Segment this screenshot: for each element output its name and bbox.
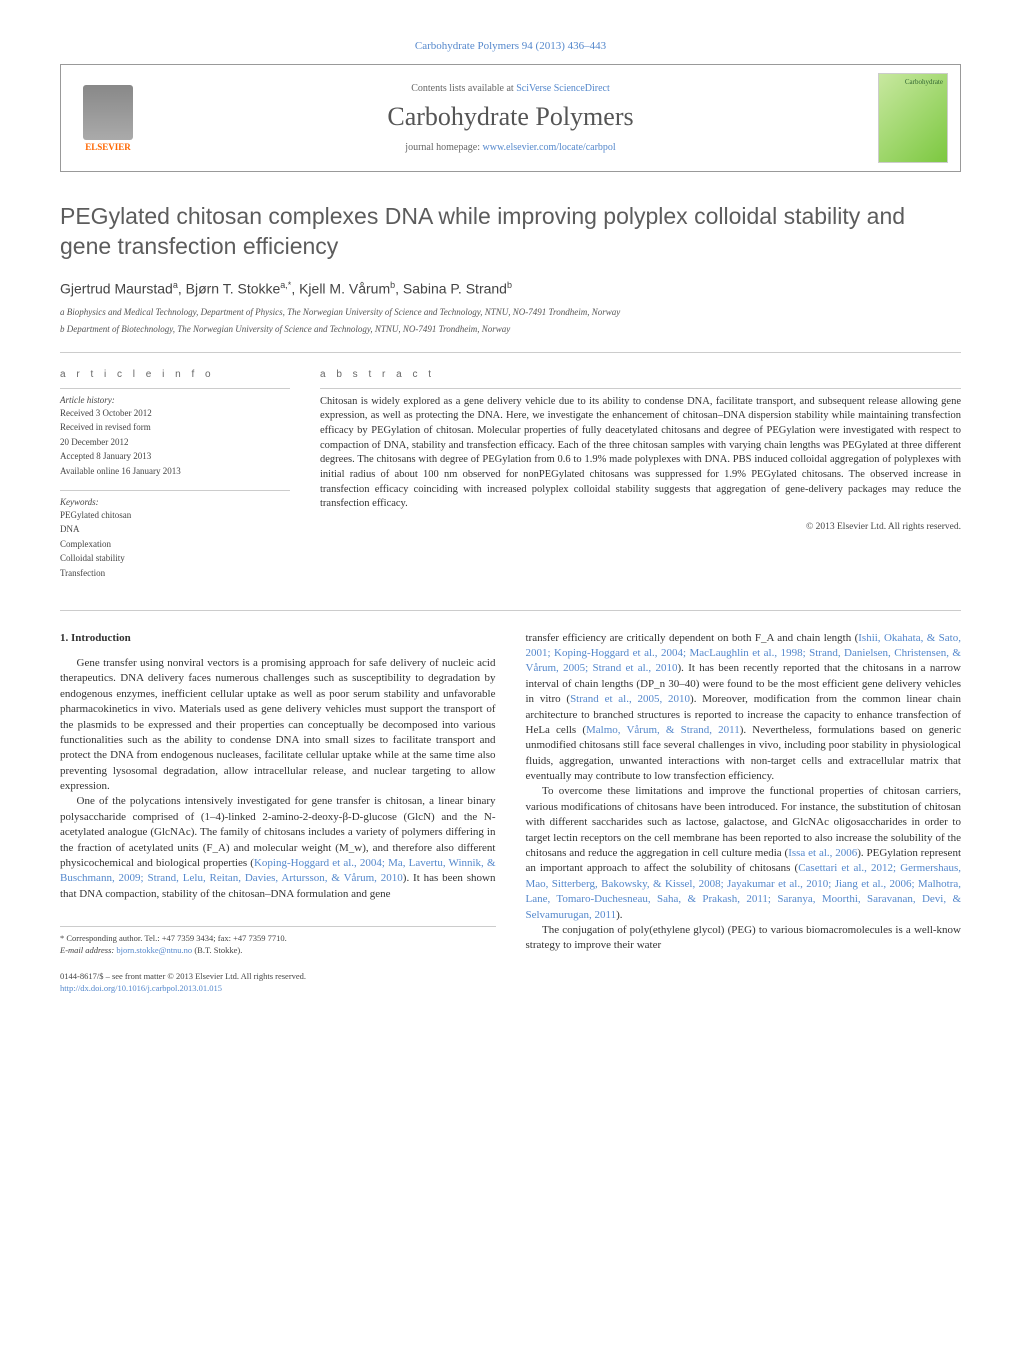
history-line: Received 3 October 2012	[60, 407, 290, 420]
body-paragraph: One of the polycations intensively inves…	[60, 794, 496, 902]
front-matter-line: 0144-8617/$ – see front matter © 2013 El…	[60, 971, 306, 981]
contents-available-line: Contents lists available at SciVerse Sci…	[143, 83, 878, 94]
keywords-block: Keywords: PEGylated chitosan DNA Complex…	[60, 497, 290, 580]
keyword: Complexation	[60, 538, 290, 551]
section-heading-intro: 1. Introduction	[60, 631, 496, 646]
footer-rights: 0144-8617/$ – see front matter © 2013 El…	[60, 971, 496, 995]
body-column-left: 1. Introduction Gene transfer using nonv…	[60, 631, 496, 995]
affiliation-b: b Department of Biotechnology, The Norwe…	[60, 323, 961, 336]
history-heading: Article history:	[60, 395, 290, 405]
affiliations-block: a Biophysics and Medical Technology, Dep…	[60, 306, 961, 335]
publisher-name: ELSEVIER	[85, 142, 131, 152]
article-history-block: Article history: Received 3 October 2012…	[60, 395, 290, 478]
elsevier-tree-icon	[83, 85, 133, 140]
abstract-column: a b s t r a c t Chitosan is widely explo…	[320, 369, 961, 592]
sciencedirect-link[interactable]: SciVerse ScienceDirect	[516, 83, 610, 94]
abstract-heading: a b s t r a c t	[320, 369, 961, 380]
corresponding-author-footer: * Corresponding author. Tel.: +47 7359 3…	[60, 926, 496, 957]
keyword: Colloidal stability	[60, 552, 290, 565]
journal-cover-thumbnail: Carbohydrate	[878, 73, 948, 163]
doi-link[interactable]: http://dx.doi.org/10.1016/j.carbpol.2013…	[60, 983, 222, 993]
journal-reference: Carbohydrate Polymers 94 (2013) 436–443	[60, 40, 961, 52]
contents-prefix: Contents lists available at	[411, 83, 516, 94]
journal-header-box: ELSEVIER Contents lists available at Sci…	[60, 64, 961, 172]
keyword: DNA	[60, 523, 290, 536]
abstract-copyright: © 2013 Elsevier Ltd. All rights reserved…	[320, 522, 961, 532]
homepage-prefix: journal homepage:	[405, 142, 482, 153]
keyword: Transfection	[60, 567, 290, 580]
divider	[60, 490, 290, 491]
publisher-logo: ELSEVIER	[73, 78, 143, 158]
homepage-url-link[interactable]: www.elsevier.com/locate/carbpol	[483, 142, 616, 153]
history-line: Available online 16 January 2013	[60, 465, 290, 478]
info-abstract-row: a r t i c l e i n f o Article history: R…	[60, 369, 961, 592]
article-title: PEGylated chitosan complexes DNA while i…	[60, 202, 961, 262]
journal-name: Carbohydrate Polymers	[143, 102, 878, 132]
author-list: Gjertrud Maurstada, Bjørn T. Stokkea,*, …	[60, 280, 961, 297]
divider	[60, 388, 290, 389]
divider	[60, 610, 961, 611]
body-column-right: transfer efficiency are critically depen…	[526, 631, 962, 995]
history-line: Received in revised form	[60, 421, 290, 434]
corr-email-link[interactable]: bjorn.stokke@ntnu.no	[116, 945, 192, 955]
email-suffix: (B.T. Stokke).	[194, 945, 242, 955]
corr-author-line: * Corresponding author. Tel.: +47 7359 3…	[60, 933, 287, 943]
divider	[60, 352, 961, 353]
divider	[320, 388, 961, 389]
body-paragraph: transfer efficiency are critically depen…	[526, 631, 962, 785]
article-info-heading: a r t i c l e i n f o	[60, 369, 290, 380]
body-paragraph: Gene transfer using nonviral vectors is …	[60, 656, 496, 795]
history-line: Accepted 8 January 2013	[60, 450, 290, 463]
email-label: E-mail address:	[60, 945, 116, 955]
cover-label: Carbohydrate	[905, 78, 943, 86]
body-paragraph: The conjugation of poly(ethylene glycol)…	[526, 923, 962, 954]
homepage-line: journal homepage: www.elsevier.com/locat…	[143, 142, 878, 153]
article-info-column: a r t i c l e i n f o Article history: R…	[60, 369, 290, 592]
body-two-column: 1. Introduction Gene transfer using nonv…	[60, 631, 961, 995]
body-paragraph: To overcome these limitations and improv…	[526, 784, 962, 923]
abstract-text: Chitosan is widely explored as a gene de…	[320, 395, 961, 513]
affiliation-a: a Biophysics and Medical Technology, Dep…	[60, 306, 961, 319]
history-line: 20 December 2012	[60, 436, 290, 449]
header-center: Contents lists available at SciVerse Sci…	[143, 83, 878, 153]
keyword: PEGylated chitosan	[60, 509, 290, 522]
keywords-heading: Keywords:	[60, 497, 290, 507]
